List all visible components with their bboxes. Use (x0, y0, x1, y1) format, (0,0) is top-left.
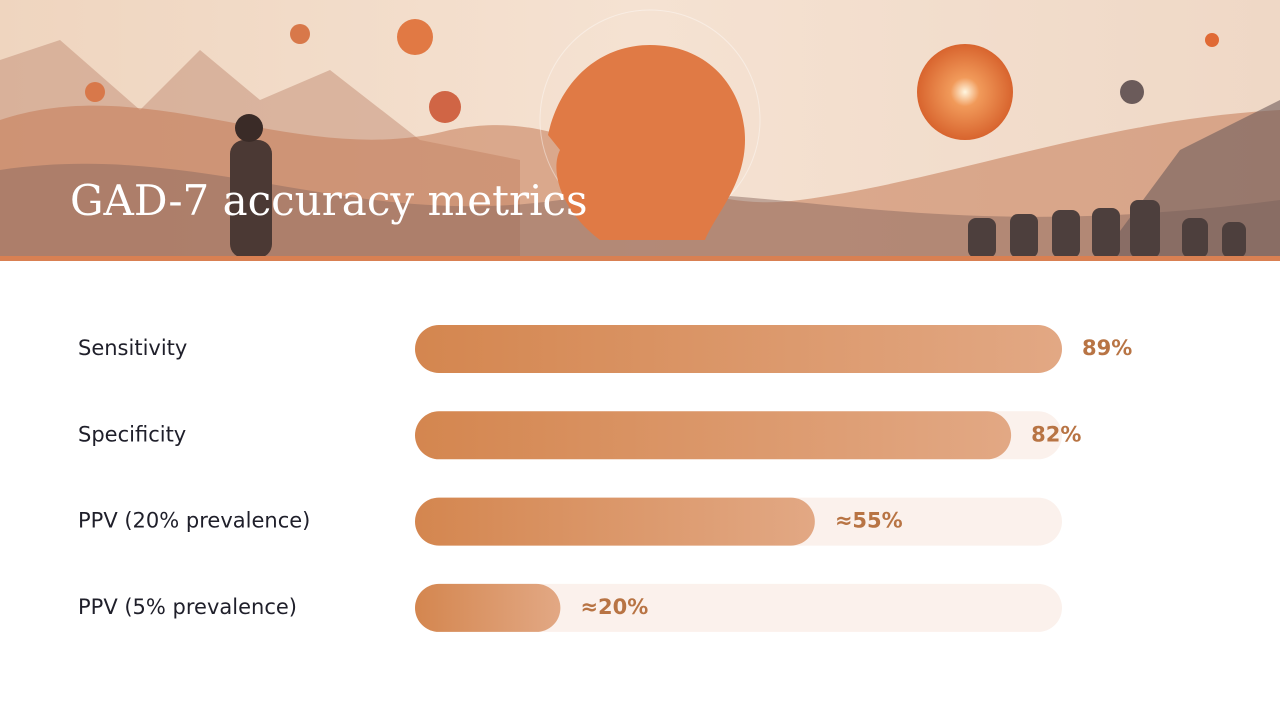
bar (415, 411, 1012, 460)
category-label: PPV (20% prevalence) (78, 509, 310, 533)
bar-track (415, 583, 1062, 632)
plot: Sensitivity 89% Specificity 82% PPV (20% pre… (78, 325, 1132, 632)
bar (415, 497, 815, 546)
chart-title: GAD-7 accuracy metrics (70, 176, 588, 225)
category-label: Specificity (78, 422, 186, 446)
bar (415, 325, 1062, 373)
banner (0, 0, 1280, 261)
value-label: ≈20% (580, 595, 648, 619)
value-label: 89% (1082, 336, 1132, 360)
category-label: PPV (5% prevalence) (78, 595, 297, 619)
value-label: ≈55% (835, 509, 903, 533)
bar (415, 583, 561, 632)
value-label: 82% (1031, 422, 1081, 446)
category-label: Sensitivity (78, 336, 187, 360)
